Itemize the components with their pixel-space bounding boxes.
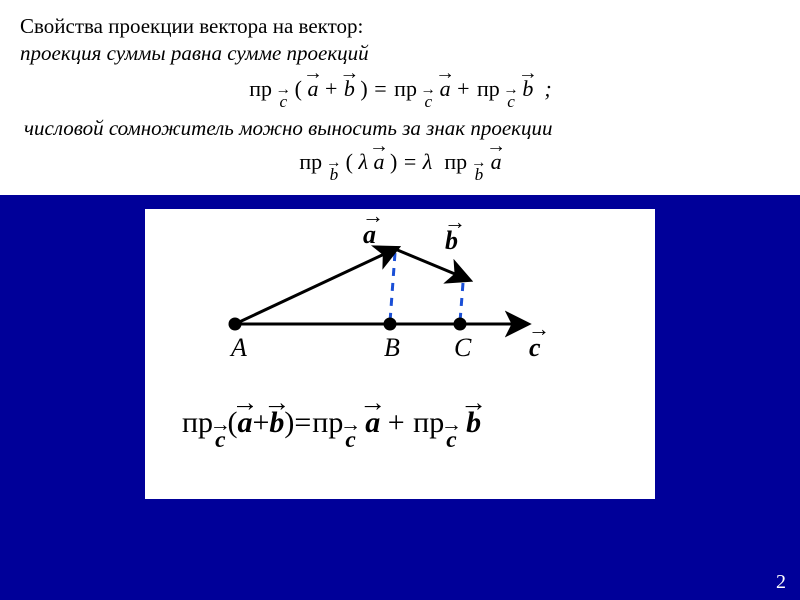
- plus: +: [388, 406, 405, 439]
- vec-b: b: [522, 76, 533, 102]
- pr-text: пр: [443, 149, 468, 175]
- svg-text:C: C: [454, 333, 472, 362]
- top-panel: Свойства проекции вектора на вектор: про…: [0, 0, 800, 195]
- lambda: λ: [423, 149, 433, 174]
- svg-text:→: →: [528, 316, 550, 341]
- diagram-formula: прc(a+b)=прc a + прc b: [145, 408, 655, 453]
- vec-c: c: [215, 429, 225, 452]
- pr-text: пр: [393, 76, 418, 102]
- page-number: 2: [776, 571, 786, 594]
- vector-diagram: ABCa→b→c→: [145, 209, 655, 399]
- svg-text:B: B: [384, 333, 400, 362]
- formula-2: пр b ( λ a ) = λ пр b a: [20, 149, 780, 185]
- svg-text:→: →: [362, 209, 384, 228]
- plus: +: [456, 76, 470, 102]
- pr-text: пр: [476, 76, 501, 102]
- diagram-panel: ABCa→b→c→ прc(a+b)=прc a + прc b: [145, 209, 655, 499]
- vec-c: c: [345, 429, 355, 452]
- vec-a: a: [237, 408, 252, 438]
- vec-b: b: [344, 76, 355, 102]
- plus: +: [324, 76, 338, 102]
- bottom-panel: ABCa→b→c→ прc(a+b)=прc a + прc b 2: [0, 195, 800, 600]
- vec-a: a: [440, 76, 451, 102]
- semi: ;: [544, 76, 551, 101]
- vec-a: a: [365, 408, 380, 438]
- vec-c: c: [424, 92, 432, 112]
- eq: =: [403, 149, 417, 175]
- eq: =: [294, 406, 311, 439]
- svg-text:→: →: [444, 209, 466, 234]
- property-1: проекция суммы равна сумме проекций: [20, 41, 780, 66]
- eq: =: [373, 76, 387, 102]
- lparen: (: [295, 76, 302, 101]
- lparen: (: [346, 149, 353, 174]
- lambda: λ: [359, 149, 369, 174]
- rparen: ): [390, 149, 397, 174]
- vec-c: c: [446, 429, 456, 452]
- vec-a: a: [308, 76, 319, 102]
- property-2: числовой сомножитель можно выносить за з…: [20, 116, 780, 141]
- pr-text: пр: [298, 149, 323, 175]
- heading: Свойства проекции вектора на вектор:: [20, 14, 780, 39]
- vec-b: b: [330, 165, 339, 185]
- vec-c: c: [507, 92, 515, 112]
- svg-text:A: A: [229, 333, 247, 362]
- vec-b: b: [475, 165, 484, 185]
- rparen: ): [360, 76, 367, 101]
- slide: Свойства проекции вектора на вектор: про…: [0, 0, 800, 600]
- pr-text: пр: [248, 76, 273, 102]
- vec-a: a: [374, 149, 385, 175]
- vec-b: b: [466, 408, 481, 438]
- formula-1: пр c ( a + b ) = пр c a + пр c b ;: [20, 76, 780, 112]
- vec-c: c: [280, 92, 288, 112]
- vec-b: b: [269, 408, 284, 438]
- vec-a: a: [491, 149, 502, 175]
